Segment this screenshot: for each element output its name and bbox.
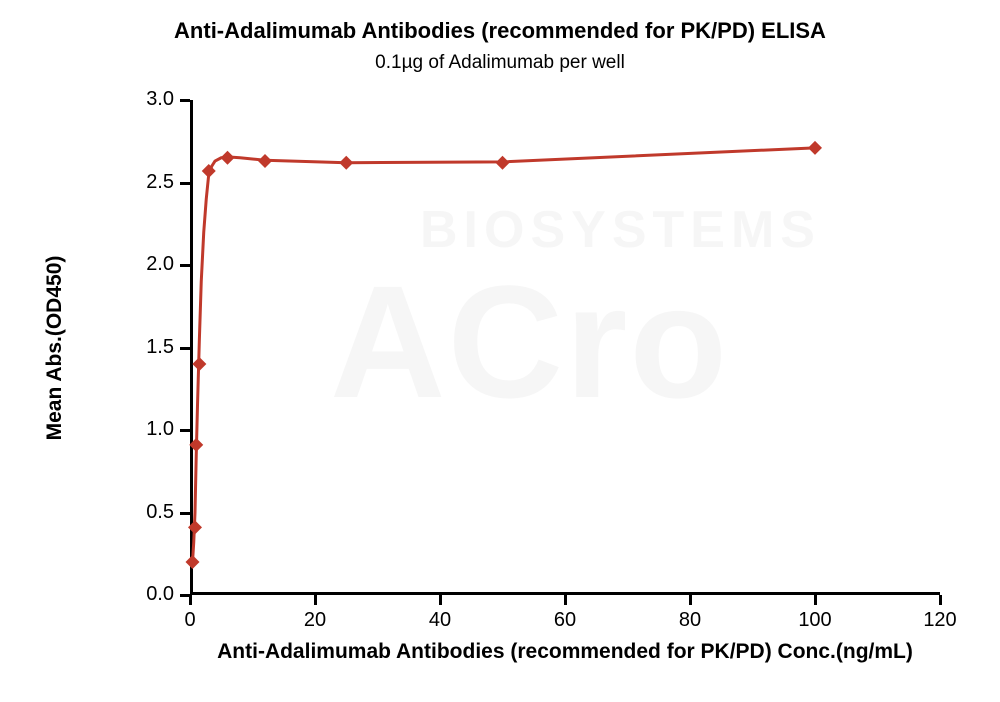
data-marker (221, 151, 235, 165)
xtick-label: 40 (415, 609, 465, 632)
ytick (180, 512, 190, 515)
data-marker (192, 357, 206, 371)
ytick-label: 2.5 (130, 171, 174, 194)
data-marker (496, 156, 510, 170)
xtick-label: 100 (790, 609, 840, 632)
xtick (314, 595, 317, 605)
data-marker (186, 555, 200, 569)
elisa-chart: Anti-Adalimumab Antibodies (recommended … (0, 0, 1000, 702)
xtick-label: 0 (165, 609, 215, 632)
xtick (564, 595, 567, 605)
xtick-label: 80 (665, 609, 715, 632)
xtick (189, 595, 192, 605)
ytick (180, 99, 190, 102)
ytick (180, 182, 190, 185)
ytick (180, 347, 190, 350)
ytick-label: 0.5 (130, 501, 174, 524)
ytick-label: 3.0 (130, 88, 174, 111)
data-marker (189, 438, 203, 452)
data-marker (188, 520, 202, 534)
ytick-label: 0.0 (130, 583, 174, 606)
data-marker (258, 154, 272, 168)
data-marker (339, 156, 353, 170)
xtick (939, 595, 942, 605)
data-marker (202, 164, 216, 178)
xtick (439, 595, 442, 605)
binding-curve (193, 148, 816, 562)
ytick-label: 1.0 (130, 418, 174, 441)
xtick-label: 60 (540, 609, 590, 632)
data-marker (808, 141, 822, 155)
ytick (180, 429, 190, 432)
xtick-label: 120 (915, 609, 965, 632)
ytick (180, 264, 190, 267)
xtick (814, 595, 817, 605)
xtick-label: 20 (290, 609, 340, 632)
xtick (689, 595, 692, 605)
ytick-label: 1.5 (130, 336, 174, 359)
ytick-label: 2.0 (130, 253, 174, 276)
